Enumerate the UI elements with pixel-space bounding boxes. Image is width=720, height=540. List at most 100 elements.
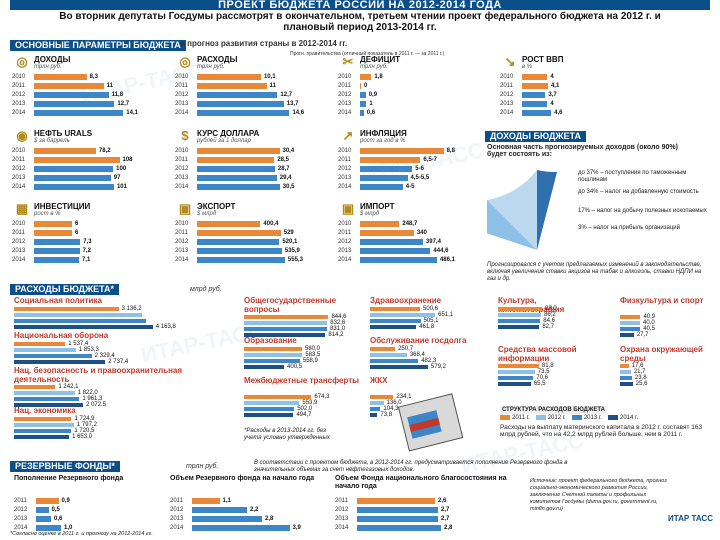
bar-value-label: 17,6 (631, 363, 644, 369)
bar-2010 (34, 221, 72, 227)
bar-value-label: 831,0 (330, 326, 346, 332)
expense-row: 88,0 (498, 306, 618, 312)
bar-2012 (522, 92, 546, 98)
indicator-unit: рублей за 1 доллар (197, 138, 251, 144)
bar-2013 (360, 101, 367, 107)
budget-book-icon (397, 393, 464, 452)
bar-2014 (498, 325, 540, 329)
year-label: 2012 (338, 92, 352, 98)
bar-2013 (197, 175, 277, 181)
bar-value-label: 104,3 (383, 406, 399, 412)
bar-2012 (498, 313, 542, 317)
legend-item-2012: 2012 г. (535, 414, 566, 422)
bar-value-label: 494,7 (296, 412, 312, 418)
expense-rows: 500,6 651,1 505,1 461,8 (370, 306, 520, 330)
expense-title: Обслуживание госдолга (370, 336, 467, 345)
bar-2012 (498, 370, 535, 374)
indicator-row: 2014 101 (12, 183, 162, 191)
bar-value-label: 486,1 (439, 257, 455, 263)
indicator-card-1: ◎ ДОХОДЫ трлн руб. 2010 8,3 2011 11 2012 11,8 201… (12, 55, 162, 127)
expense-rows: 3 136,2 4 163,8 (14, 306, 224, 330)
indicator-row: 2011 28,5 (175, 156, 325, 164)
bar-2013 (498, 319, 541, 323)
bar-value-label: 81,8 (541, 363, 554, 369)
expense-row: 73,8 (370, 412, 520, 418)
indicator-title: ИМПОРТ (360, 202, 395, 211)
bar-value-label: 6 (75, 230, 79, 236)
expense-rows: 674,3 553,9 502,0 494,7 (244, 394, 394, 418)
bar-2012 (14, 423, 74, 427)
bar-2011 (360, 230, 414, 236)
indicator-row: 2011 340 (338, 229, 488, 237)
expense-rows: 1 537,4 1 853,3 2 329,4 2 737,4 (14, 341, 224, 365)
expense-row: 553,9 (244, 400, 394, 406)
indicator-rows: 2010 30,4 2011 28,5 2012 28,7 2013 29,4 2014 30,5 (175, 147, 325, 192)
expense-row: 461,8 (370, 324, 520, 330)
bar-2014 (197, 110, 290, 116)
indicator-row: 2014 555,3 (175, 256, 325, 264)
reserve-row: 2014 2,8 (335, 524, 525, 532)
reserve-row: 2012 0,5 (14, 506, 204, 514)
bar-2014 (14, 403, 84, 407)
bar-2014 (14, 360, 106, 364)
indicator-card-6: $ КУРС ДОЛЛАРА рублей за 1 доллар 2010 30,4 2… (175, 129, 325, 201)
expense-row: 674,3 (244, 394, 394, 400)
bar-2011 (14, 385, 56, 389)
indicator-row: 2011 6,5-7 (338, 156, 488, 164)
year-label: 2010 (12, 74, 26, 80)
bar-value-label: 579,2 (430, 364, 446, 370)
indicator-row: 2013 12,7 (12, 100, 162, 108)
indicator-row: 2013 13,7 (175, 100, 325, 108)
bar-2011 (360, 83, 361, 89)
bar-2014 (36, 525, 61, 531)
year-label: 2012 (14, 507, 28, 513)
year-label: 2010 (12, 148, 26, 154)
year-label: 2010 (175, 148, 189, 154)
bar-value-label: 7,3 (83, 239, 92, 245)
bar-2013 (244, 359, 300, 363)
coins-icon: ◎ (16, 54, 28, 69)
bar-2014 (370, 413, 378, 417)
indicator-row: 2013 29,4 (175, 174, 325, 182)
bar-2011 (14, 307, 119, 311)
indicator-card-8: ▦ ИНВЕСТИЦИИ рост в % 2010 6 2011 6 2012 7,3 2013… (12, 202, 162, 274)
bar-2011 (244, 315, 329, 319)
expense-row: 482,3 (370, 358, 520, 364)
bar-value-label: 4,1 (550, 83, 560, 89)
reserve-footnote: *Согласно оценке в 2011 г. и прогнозу на… (10, 531, 153, 537)
bar-2010 (197, 74, 261, 80)
bar-value-label: 0,6 (366, 110, 376, 116)
bar-2010 (34, 74, 87, 80)
bar-2014 (360, 257, 437, 263)
expense-row: 1 720,5 (14, 428, 224, 434)
indicator-row: 2012 5-6 (338, 165, 488, 173)
bar-value-label: 73,5 (537, 369, 550, 375)
bar-2012 (370, 353, 407, 357)
bar-2013 (192, 516, 262, 522)
bar-value-label: 21,7 (633, 369, 646, 375)
bar-value-label: 1,8 (374, 74, 383, 80)
bar-value-label: 82,7 (542, 324, 555, 330)
indicator-row: 2012 397,4 (338, 238, 488, 246)
bar-value-label: 234,1 (396, 394, 412, 400)
expense-row: 40,0 (620, 320, 720, 326)
bar-2014 (14, 325, 153, 329)
bar-2012 (244, 401, 300, 405)
indicator-unit: трлн руб. (360, 64, 388, 70)
reserve-row: 2013 2,8 (170, 515, 360, 523)
bar-value-label: 1 720,5 (74, 428, 95, 434)
year-label: 2010 (338, 221, 352, 227)
bar-value-label: 814,2 (328, 332, 344, 338)
bar-value-label: 14,1 (126, 110, 138, 116)
bar-value-label: 553,9 (302, 400, 318, 406)
year-label: 2010 (175, 221, 189, 227)
reserve-rows: 2011 2,6 2012 2,7 2013 2,7 2014 2,8 (335, 497, 525, 533)
expense-row: 70,6 (498, 375, 618, 381)
expense-title: Охрана окружающей среды (620, 345, 703, 363)
reserve-row: 2012 2,2 (170, 506, 360, 514)
source-text: Источник: проект федерального бюджета, п… (530, 478, 667, 512)
expense-row: 844,6 (244, 314, 394, 320)
indicator-rows: 2010 248,7 2011 340 2012 397,4 2013 444,6 2014 48… (338, 220, 488, 265)
indicator-row: 2014 486,1 (338, 256, 488, 264)
expense-row: 831,0 (244, 326, 394, 332)
